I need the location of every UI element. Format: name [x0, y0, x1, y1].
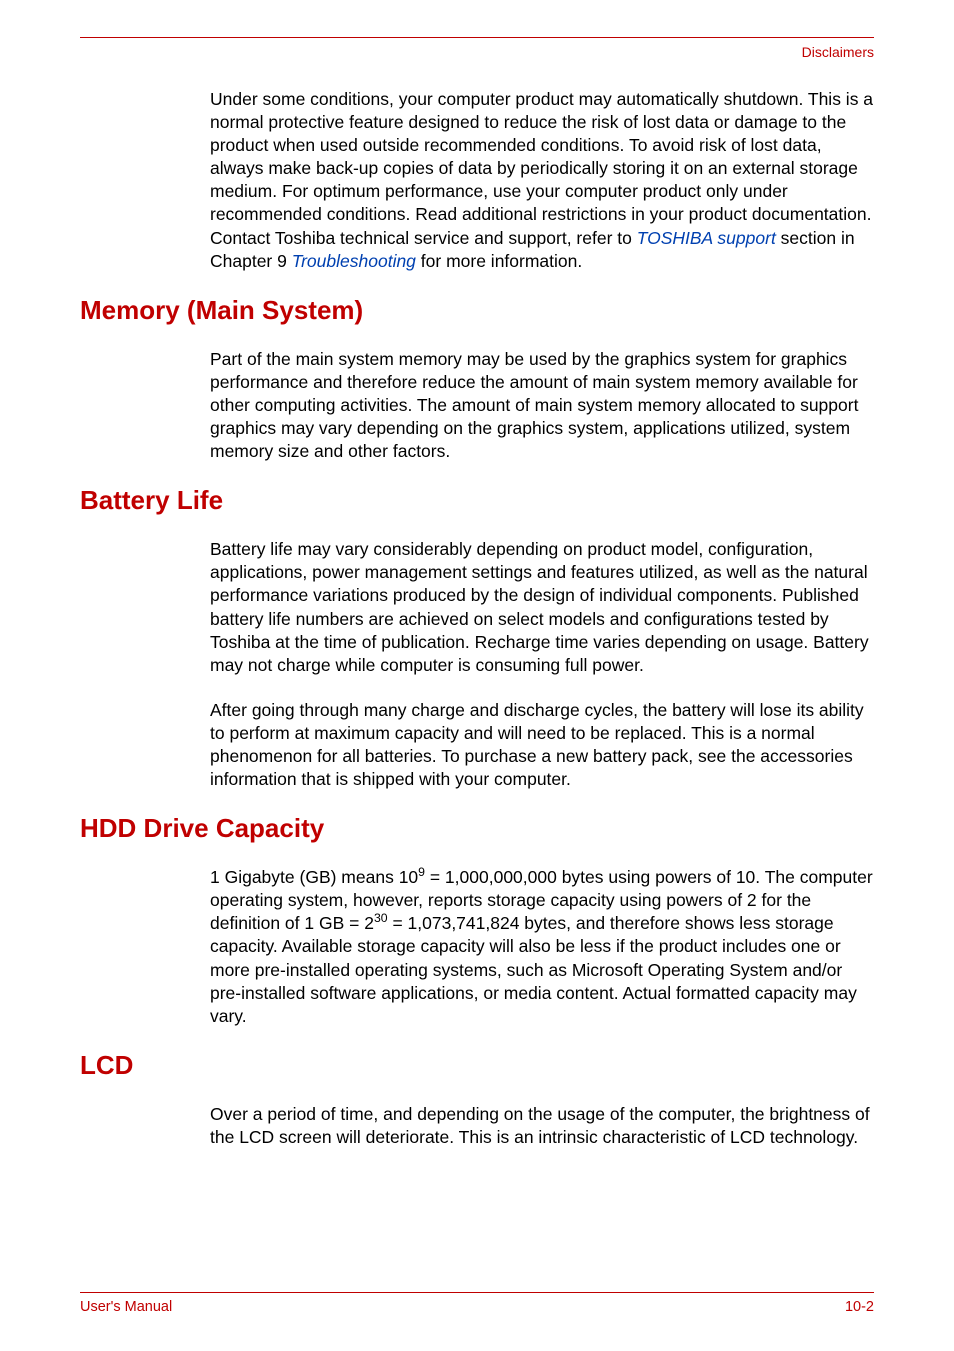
intro-text-3: for more information.: [416, 251, 582, 271]
battery-paragraph-1: Battery life may vary considerably depen…: [210, 538, 874, 677]
header-divider: [80, 37, 874, 38]
battery-heading: Battery Life: [80, 485, 874, 516]
intro-text-1: Under some conditions, your computer pro…: [210, 89, 873, 248]
toshiba-support-link[interactable]: TOSHIBA support: [637, 228, 776, 248]
footer-divider: [80, 1292, 874, 1293]
intro-paragraph: Under some conditions, your computer pro…: [210, 88, 874, 273]
footer-left: User's Manual: [80, 1299, 172, 1315]
hdd-sup-2: 30: [374, 912, 388, 926]
memory-paragraph: Part of the main system memory may be us…: [210, 348, 874, 463]
lcd-paragraph: Over a period of time, and depending on …: [210, 1103, 874, 1149]
battery-paragraph-2: After going through many charge and disc…: [210, 699, 874, 791]
footer: User's Manual 10-2: [80, 1292, 874, 1315]
header-right: Disclaimers: [80, 44, 874, 60]
hdd-heading: HDD Drive Capacity: [80, 813, 874, 844]
memory-heading: Memory (Main System): [80, 295, 874, 326]
troubleshooting-link[interactable]: Troubleshooting: [292, 251, 416, 271]
hdd-paragraph: 1 Gigabyte (GB) means 109 = 1,000,000,00…: [210, 866, 874, 1028]
lcd-heading: LCD: [80, 1050, 874, 1081]
hdd-text-1: 1 Gigabyte (GB) means 10: [210, 867, 418, 887]
footer-right: 10-2: [845, 1299, 874, 1315]
hdd-sup-1: 9: [418, 865, 425, 879]
